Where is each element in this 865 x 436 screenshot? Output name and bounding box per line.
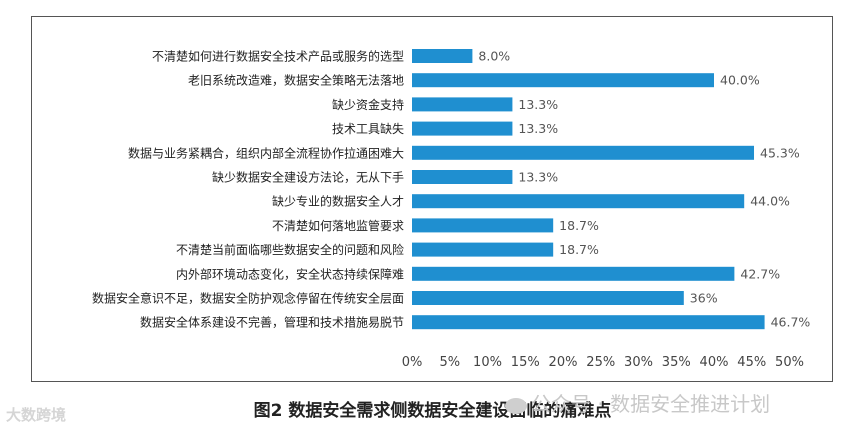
bar: [412, 49, 473, 63]
category-label: 内外部环境动态变化，安全状态持续保障难: [176, 266, 404, 281]
x-tick-label: 25%: [586, 355, 615, 370]
data-label: 8.0%: [478, 49, 510, 64]
watermark-right-text: 公众号 · 数据安全推进计划: [531, 392, 771, 416]
data-label: 46.7%: [771, 315, 811, 330]
bar: [412, 170, 513, 184]
x-tick-label: 5%: [439, 355, 460, 370]
data-label: 13.3%: [518, 97, 558, 112]
bar: [412, 218, 554, 233]
data-label: 13.3%: [518, 170, 558, 185]
category-label: 缺少数据安全建设方法论，无从下手: [212, 170, 404, 185]
category-label: 不清楚如何落地监管要求: [272, 218, 404, 233]
data-label: 42.7%: [740, 266, 780, 281]
x-tick-label: 10%: [473, 355, 502, 370]
bar-chart: 0% 5% 10% 15% 20% 25% 30% 35% 40% 45% 50% 不清楚如何进行数据…: [92, 49, 811, 371]
x-tick-label: 30%: [624, 355, 653, 370]
watermark-left: 大数跨境: [6, 404, 66, 425]
data-label: 45.3%: [760, 145, 800, 160]
category-label: 技术工具缺失: [332, 121, 404, 136]
data-label: 36%: [690, 291, 718, 306]
bar: [412, 97, 513, 112]
category-label: 不清楚当前面临哪些数据安全的问题和风险: [176, 242, 404, 257]
category-label: 不清楚如何进行数据安全技术产品或服务的选型: [152, 49, 404, 64]
data-label: 44.0%: [750, 194, 790, 209]
category-label: 数据与业务紧耦合，组织内部全流程协作拉通困难大: [128, 145, 404, 160]
x-tick-label: 50%: [775, 355, 804, 370]
watermark-right: 公众号 · 数据安全推进计划: [505, 388, 770, 417]
wechat-icon: [505, 397, 527, 414]
x-tick-label: 45%: [737, 355, 766, 370]
data-label: 40.0%: [720, 73, 760, 88]
x-tick-label: 20%: [549, 355, 578, 370]
bar: [412, 242, 554, 257]
category-label: 缺少资金支持: [332, 97, 404, 112]
bar: [412, 194, 745, 209]
bar: [412, 145, 755, 160]
x-tick-label: 15%: [511, 355, 540, 370]
x-tick-label: 0%: [402, 355, 423, 370]
data-label: 18.7%: [559, 218, 599, 233]
chart-frame: 0% 5% 10% 15% 20% 25% 30% 35% 40% 45% 50% 不清楚如何进行数据…: [31, 16, 833, 382]
category-label: 老旧系统改造难，数据安全策略无法落地: [188, 73, 404, 88]
category-label: 数据安全体系建设不完善，管理和技术措施易脱节: [140, 315, 404, 330]
bar: [412, 315, 765, 330]
category-label: 缺少专业的数据安全人才: [272, 194, 404, 209]
x-tick-label: 40%: [700, 355, 729, 370]
bar: [412, 121, 513, 136]
watermark-left-text: 大数跨境: [6, 406, 67, 424]
data-label: 13.3%: [518, 121, 558, 136]
bar: [412, 266, 735, 281]
bar: [412, 291, 684, 305]
bar: [412, 73, 714, 88]
x-tick-label: 35%: [662, 355, 691, 370]
data-label: 18.7%: [559, 242, 599, 257]
category-label: 数据安全意识不足，数据安全防护观念停留在传统安全层面: [92, 291, 404, 306]
